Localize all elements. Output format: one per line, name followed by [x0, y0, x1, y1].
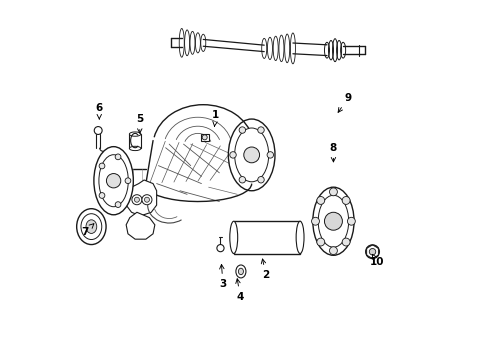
- Ellipse shape: [238, 268, 243, 275]
- Circle shape: [99, 193, 104, 198]
- Ellipse shape: [129, 132, 141, 136]
- Ellipse shape: [234, 128, 268, 182]
- Circle shape: [132, 195, 142, 205]
- Circle shape: [142, 195, 152, 205]
- Ellipse shape: [228, 119, 274, 191]
- Circle shape: [257, 127, 264, 133]
- Circle shape: [134, 197, 139, 202]
- Text: 1: 1: [212, 111, 219, 126]
- Ellipse shape: [99, 155, 128, 207]
- Circle shape: [202, 135, 207, 140]
- Circle shape: [316, 238, 324, 246]
- Text: 8: 8: [329, 143, 336, 162]
- Text: 9: 9: [337, 93, 351, 112]
- Circle shape: [342, 197, 349, 204]
- Circle shape: [99, 163, 104, 169]
- Bar: [129, 134, 141, 148]
- Text: 4: 4: [235, 279, 244, 302]
- Circle shape: [239, 176, 245, 183]
- Text: 6: 6: [96, 103, 102, 119]
- Circle shape: [115, 154, 121, 160]
- Circle shape: [257, 176, 264, 183]
- Ellipse shape: [94, 147, 133, 215]
- Circle shape: [125, 178, 131, 184]
- Bar: [201, 134, 208, 140]
- Circle shape: [329, 247, 337, 255]
- Circle shape: [144, 197, 149, 202]
- Ellipse shape: [81, 214, 102, 239]
- Circle shape: [324, 212, 342, 230]
- Text: 5: 5: [136, 114, 143, 133]
- Text: 10: 10: [369, 254, 384, 267]
- Circle shape: [329, 188, 337, 196]
- Ellipse shape: [229, 221, 237, 253]
- Text: 3: 3: [219, 265, 226, 289]
- Circle shape: [244, 147, 259, 163]
- Ellipse shape: [318, 195, 348, 247]
- Circle shape: [266, 152, 273, 158]
- Ellipse shape: [94, 127, 102, 134]
- Circle shape: [311, 217, 319, 225]
- Ellipse shape: [129, 146, 141, 150]
- Bar: [233, 221, 300, 253]
- Circle shape: [239, 127, 245, 133]
- Ellipse shape: [365, 245, 379, 258]
- Ellipse shape: [235, 265, 245, 278]
- Circle shape: [217, 244, 224, 252]
- Circle shape: [368, 248, 375, 255]
- Circle shape: [229, 152, 236, 158]
- Circle shape: [346, 217, 355, 225]
- Ellipse shape: [77, 209, 106, 244]
- Polygon shape: [126, 180, 156, 216]
- Circle shape: [316, 197, 324, 204]
- Ellipse shape: [296, 221, 304, 253]
- Circle shape: [342, 238, 349, 246]
- Circle shape: [115, 202, 121, 207]
- Text: 7: 7: [81, 224, 94, 237]
- Ellipse shape: [312, 187, 353, 255]
- Polygon shape: [126, 212, 155, 239]
- Ellipse shape: [86, 220, 97, 233]
- Text: 2: 2: [261, 259, 269, 280]
- Circle shape: [106, 174, 121, 188]
